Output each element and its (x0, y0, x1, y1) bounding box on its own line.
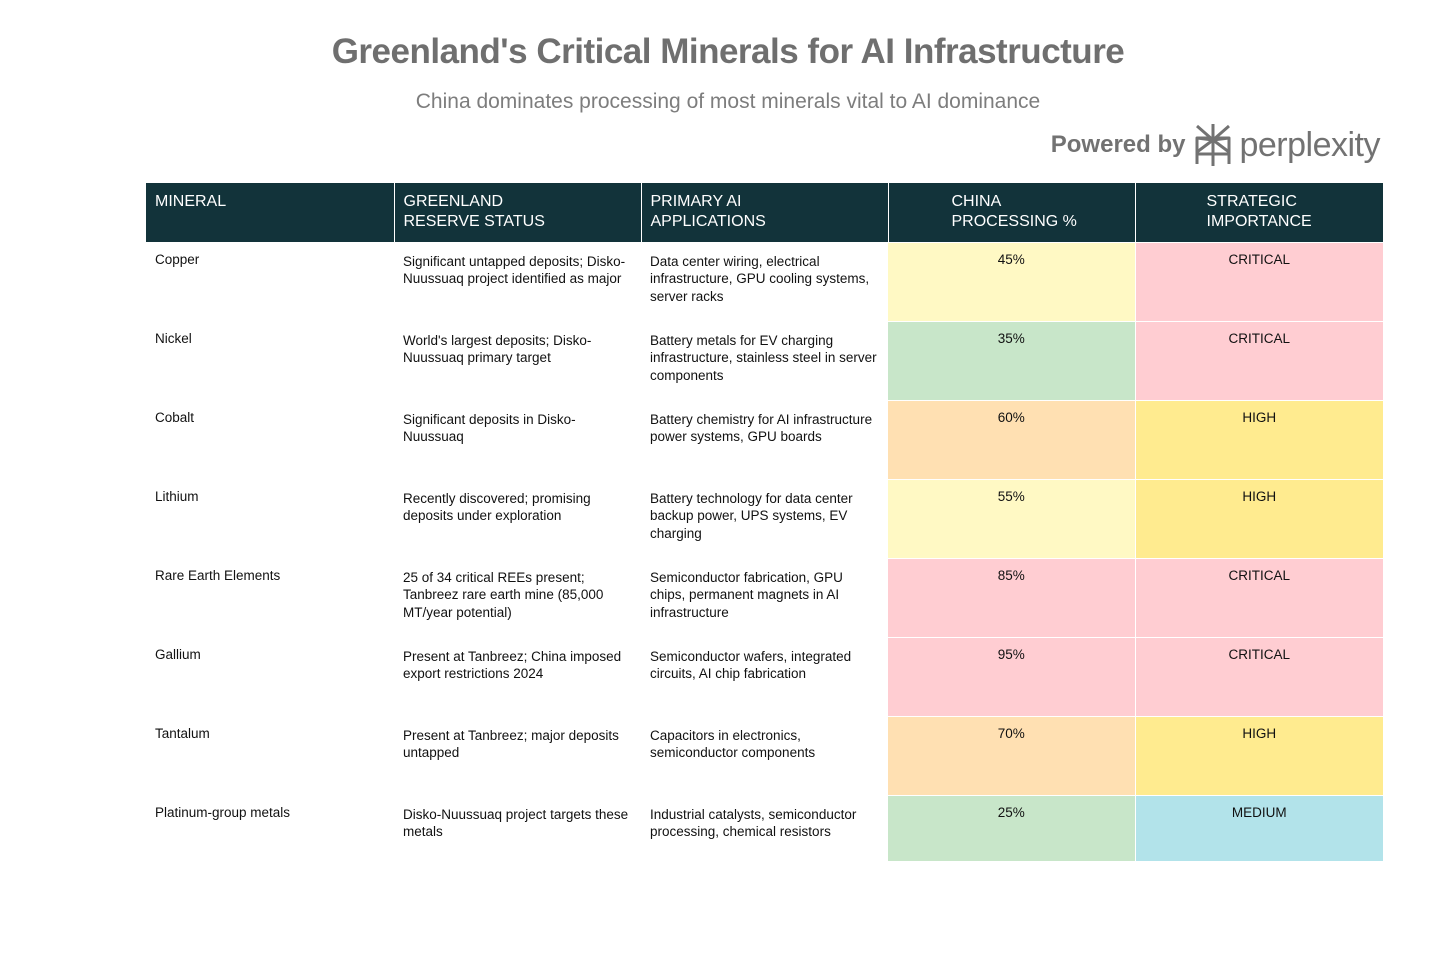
mineral-cell: Copper (146, 241, 394, 321)
perplexity-logo-icon (1195, 124, 1231, 166)
mineral-cell: Cobalt (146, 399, 394, 479)
importance-cell: MEDIUM (1135, 794, 1383, 861)
table-row: Rare Earth Elements 25 of 34 critical REE… (146, 557, 1383, 637)
china-pct-cell: 45% (888, 241, 1136, 321)
reserve-cell: Present at Tanbreez; China imposed expor… (394, 636, 641, 716)
importance-cell: CRITICAL (1135, 557, 1383, 637)
china-pct-cell: 25% (888, 794, 1136, 861)
column-header-applications: PRIMARY AI APPLICATIONS (641, 183, 889, 242)
mineral-cell: Gallium (146, 636, 394, 716)
table-header-row: MINERAL GREENLAND RESERVE STATUS PRIMARY… (146, 183, 1383, 242)
applications-cell: Battery chemistry for AI infrastructure … (641, 399, 888, 479)
applications-cell: Battery metals for EV charging infrastru… (641, 320, 888, 400)
table-row: Tantalum Present at Tanbreez; major depos… (146, 715, 1383, 795)
china-pct-cell: 70% (888, 715, 1136, 795)
minerals-table: MINERAL GREENLAND RESERVE STATUS PRIMARY… (146, 183, 1383, 861)
mineral-cell: Rare Earth Elements (146, 557, 394, 637)
mineral-cell: Nickel (146, 320, 394, 400)
reserve-cell: Present at Tanbreez; major deposits unta… (394, 715, 641, 795)
reserve-cell: 25 of 34 critical REEs present; Tanbreez… (394, 557, 641, 637)
importance-cell: CRITICAL (1135, 241, 1383, 321)
applications-cell: Semiconductor fabrication, GPU chips, pe… (641, 557, 888, 637)
column-header-china-pct: CHINA PROCESSING % (888, 183, 1136, 242)
importance-cell: CRITICAL (1135, 636, 1383, 716)
reserve-cell: Significant untapped deposits; Disko-Nuu… (394, 241, 641, 321)
chart-title: Greenland's Critical Minerals for AI Inf… (331, 32, 1125, 71)
mineral-cell: Lithium (146, 478, 394, 558)
applications-cell: Data center wiring, electrical infrastru… (641, 241, 888, 321)
china-pct-cell: 95% (888, 636, 1136, 716)
reserve-cell: Disko-Nuussuaq project targets these met… (394, 794, 641, 861)
mineral-cell: Tantalum (146, 715, 394, 795)
applications-cell: Battery technology for data center backu… (641, 478, 888, 558)
chart-subtitle: China dominates processing of most miner… (415, 90, 1041, 113)
applications-cell: Capacitors in electronics, semiconductor… (641, 715, 888, 795)
powered-by-label: Powered by (1050, 131, 1186, 158)
table-body: Copper Significant untapped deposits; Dis… (146, 241, 1383, 861)
reserve-cell: Significant deposits in Disko-Nuussuaq (394, 399, 641, 479)
table-row: Cobalt Significant deposits in Disko-Nuus… (146, 399, 1383, 479)
applications-cell: Industrial catalysts, semiconductor proc… (641, 794, 888, 861)
china-pct-cell: 55% (888, 478, 1136, 558)
column-header-reserve: GREENLAND RESERVE STATUS (394, 183, 642, 242)
importance-cell: CRITICAL (1135, 320, 1383, 400)
perplexity-brand: perplexity (1239, 125, 1380, 164)
column-header-mineral: MINERAL (146, 183, 395, 242)
mineral-cell: Platinum-group metals (146, 794, 394, 861)
powered-by-perplexity: Powered by perplexity (1051, 122, 1380, 168)
importance-cell: HIGH (1135, 399, 1383, 479)
table-row: Copper Significant untapped deposits; Dis… (146, 241, 1383, 321)
table-row: Lithium Recently discovered; promising de… (146, 478, 1383, 558)
china-pct-cell: 85% (888, 557, 1136, 637)
reserve-cell: Recently discovered; promising deposits … (394, 478, 641, 558)
table-row: Nickel World's largest deposits; Disko-Nu… (146, 320, 1383, 400)
applications-cell: Semiconductor wafers, integrated circuit… (641, 636, 888, 716)
table-row: Gallium Present at Tanbreez; China impose… (146, 636, 1383, 716)
china-pct-cell: 60% (888, 399, 1136, 479)
importance-cell: HIGH (1135, 715, 1383, 795)
table-row: Platinum-group metals Disko-Nuussuaq proj… (146, 794, 1383, 861)
importance-cell: HIGH (1135, 478, 1383, 558)
column-header-importance: STRATEGIC IMPORTANCE (1135, 183, 1383, 242)
reserve-cell: World's largest deposits; Disko-Nuussuaq… (394, 320, 641, 400)
china-pct-cell: 35% (888, 320, 1136, 400)
